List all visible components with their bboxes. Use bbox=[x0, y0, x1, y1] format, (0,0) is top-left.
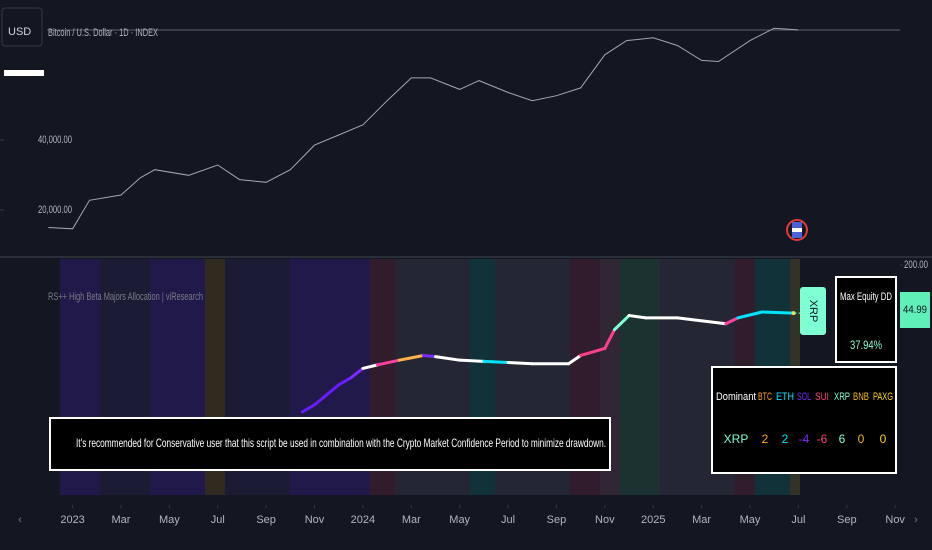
x-tick-label: Jul bbox=[211, 514, 225, 526]
table-cell: XRP bbox=[724, 432, 749, 446]
table-cell: 0 bbox=[880, 432, 887, 446]
max-dd-value: 37.94% bbox=[850, 338, 882, 352]
annotation: It's recommended for Conservative user t… bbox=[76, 436, 606, 450]
badge bbox=[800, 287, 826, 335]
x-tick-label: 2023 bbox=[60, 514, 84, 526]
x-tick-label: Nov bbox=[885, 514, 905, 526]
table-header: Dominant bbox=[716, 391, 756, 403]
x-tick-label: Mar bbox=[111, 514, 130, 526]
equity-segment bbox=[300, 403, 317, 414]
x-tick-label: May bbox=[449, 514, 470, 526]
table-header: BNB bbox=[853, 391, 869, 403]
table-header: ETH bbox=[776, 391, 794, 403]
equity-segment bbox=[458, 358, 486, 363]
nav-right[interactable]: › bbox=[914, 514, 918, 526]
table-header: SUI bbox=[815, 391, 829, 403]
equity-segment bbox=[433, 355, 462, 362]
table-cell: -4 bbox=[799, 432, 810, 446]
band bbox=[620, 259, 660, 495]
table-cell: 6 bbox=[839, 432, 846, 446]
equity-segment bbox=[375, 358, 401, 367]
equity-segment bbox=[361, 363, 379, 370]
equity-segment bbox=[567, 353, 583, 366]
x-tick-label: May bbox=[159, 514, 180, 526]
table-cell: 2 bbox=[782, 432, 789, 446]
equity-segment bbox=[482, 359, 510, 365]
x-tick-label: Mar bbox=[402, 514, 421, 526]
x-tick-label: Sep bbox=[837, 514, 857, 526]
equity-segment bbox=[627, 314, 648, 320]
y-tick-label: 40,000.00 bbox=[38, 134, 72, 146]
equity-segment bbox=[397, 353, 425, 362]
equity-segment bbox=[506, 361, 534, 366]
currency-label: USD bbox=[8, 26, 31, 38]
x-tick-label: 2024 bbox=[351, 514, 375, 526]
y-tick-label: 20,000.00 bbox=[38, 204, 72, 216]
indicator-title: RS++ High Beta Majors Allocation | viRes… bbox=[48, 291, 203, 303]
table-cell: -6 bbox=[817, 432, 828, 446]
marker-bar bbox=[4, 70, 44, 76]
equity-segment bbox=[337, 376, 353, 387]
badge-label: XRP bbox=[807, 300, 819, 323]
table-cell: 2 bbox=[762, 432, 769, 446]
table-header: BTC bbox=[758, 391, 772, 403]
equity-segment bbox=[613, 314, 631, 332]
flag-stripe bbox=[792, 228, 802, 232]
equity-segment bbox=[349, 366, 365, 380]
y2-tick-label: 200.00 bbox=[904, 259, 928, 271]
price-line bbox=[48, 27, 799, 230]
table-header: SOL bbox=[797, 391, 811, 403]
x-tick-label: May bbox=[740, 514, 761, 526]
equity-segment bbox=[603, 328, 617, 350]
table-cell: 0 bbox=[858, 432, 865, 446]
max-dd-title: Max Equity DD bbox=[840, 291, 892, 303]
x-tick-label: 2025 bbox=[641, 514, 665, 526]
max-dd-box bbox=[835, 276, 897, 363]
table-header: PAXG bbox=[873, 391, 893, 403]
equity-segment bbox=[421, 353, 437, 359]
annotation-box bbox=[49, 417, 611, 471]
last-value-label: 44.99 bbox=[903, 304, 927, 316]
equity-segment bbox=[760, 310, 796, 315]
x-tick-label: Jul bbox=[501, 514, 515, 526]
x-tick-label: Mar bbox=[692, 514, 711, 526]
x-tick-label: Sep bbox=[256, 514, 276, 526]
currency-button[interactable] bbox=[1, 7, 43, 47]
nav-left[interactable]: ‹ bbox=[18, 514, 22, 526]
equity-segment bbox=[736, 310, 764, 320]
x-tick-label: Jul bbox=[791, 514, 805, 526]
equity-segment bbox=[724, 316, 740, 326]
x-tick-label: Sep bbox=[547, 514, 567, 526]
equity-segment bbox=[313, 383, 341, 407]
table-header: XRP bbox=[834, 391, 850, 403]
allocation-table bbox=[711, 366, 897, 474]
last-value-box bbox=[900, 292, 930, 328]
flag-icon[interactable] bbox=[786, 219, 808, 241]
x-tick-label: Nov bbox=[305, 514, 325, 526]
equity-segment bbox=[579, 346, 607, 357]
equity-segment bbox=[675, 316, 728, 326]
x-tick-label: Nov bbox=[595, 514, 615, 526]
symbol-title: Bitcoin / U.S. Dollar · 1D · INDEX bbox=[48, 27, 158, 39]
